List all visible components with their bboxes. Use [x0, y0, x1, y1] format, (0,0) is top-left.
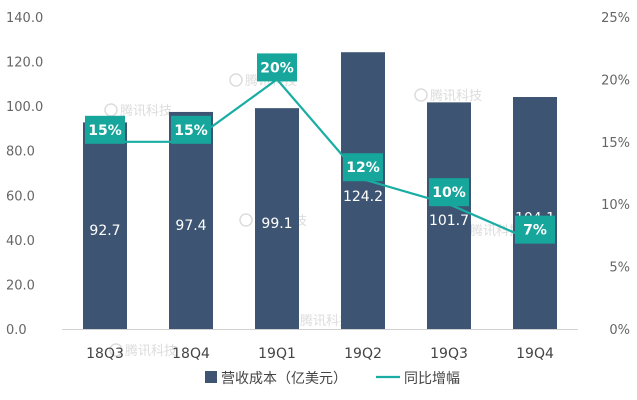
y-axis-left: 0.0 20.0 40.0 60.0 80.0 100.0 120.0 140.0	[6, 11, 43, 338]
line-data-label-text: 10%	[432, 185, 466, 201]
bar	[341, 52, 385, 330]
y-left-tick-label: 40.0	[6, 234, 35, 249]
x-tick-label: 19Q4	[516, 346, 554, 362]
line-data-label-text: 12%	[346, 160, 380, 176]
tencent-logo-icon	[104, 103, 118, 117]
bar-data-label: 92.7	[89, 223, 120, 239]
line-data-label-box	[171, 115, 211, 144]
line-data-label: 7%	[515, 215, 555, 244]
line-data-label-text: 15%	[174, 123, 208, 139]
y-left-tick-label: 100.0	[6, 100, 43, 115]
y-axis-right: 0% 5% 10% 15% 20% 25%	[601, 11, 630, 338]
line-data-label-text: 15%	[88, 123, 122, 139]
bar	[83, 122, 127, 329]
tencent-logo-icon	[239, 213, 253, 227]
y-right-tick-label: 15%	[601, 136, 630, 151]
line-data-label-box	[429, 178, 469, 207]
line-data-label-box	[85, 115, 125, 144]
legend: 营收成本（亿美元） 同比增幅	[205, 371, 460, 387]
watermark: 腾讯科技	[109, 343, 177, 359]
watermark-text: 腾讯科技	[125, 343, 177, 359]
line-data-label: 15%	[171, 115, 211, 144]
y-right-tick-label: 10%	[601, 198, 630, 213]
y-left-tick-label: 140.0	[6, 11, 43, 26]
x-tick-label: 19Q3	[430, 346, 468, 362]
bar-series	[83, 52, 557, 330]
x-axis: 18Q3 18Q4 19Q1 19Q2 19Q3 19Q4	[86, 346, 554, 362]
line-data-label-box	[257, 53, 297, 82]
y-left-tick-label: 20.0	[6, 278, 35, 293]
line-data-label: 10%	[429, 178, 469, 207]
watermark-text: 腾讯科技	[430, 88, 482, 104]
line-data-label-text: 20%	[260, 60, 294, 76]
x-tick-label: 19Q2	[344, 346, 382, 362]
bar	[255, 108, 299, 329]
line-data-labels: 15% 15% 20% 12% 10% 7%	[85, 53, 555, 244]
line-data-label: 15%	[85, 115, 125, 144]
watermark-text: 腾讯科技	[300, 313, 352, 329]
bar	[513, 97, 557, 330]
y-left-tick-label: 80.0	[6, 145, 35, 160]
y-left-tick-label: 0.0	[6, 323, 27, 338]
x-tick-label: 18Q3	[86, 346, 124, 362]
y-right-tick-label: 0%	[609, 323, 630, 338]
line-data-label-box	[515, 215, 555, 244]
line-data-label-box	[343, 153, 383, 182]
y-right-tick-label: 20%	[601, 73, 630, 88]
bar-data-label: 124.2	[343, 189, 383, 205]
line-data-label: 12%	[343, 153, 383, 182]
legend-label-bar: 营收成本（亿美元）	[221, 371, 347, 387]
y-left-tick-label: 120.0	[6, 56, 43, 71]
line-data-label-text: 7%	[523, 223, 547, 239]
x-tick-label: 19Q1	[258, 346, 296, 362]
tencent-logo-icon	[229, 73, 243, 87]
bar	[427, 102, 471, 330]
watermark: 腾讯科技	[414, 88, 482, 104]
y-right-tick-label: 5%	[609, 261, 630, 276]
line-data-label: 20%	[257, 53, 297, 82]
bar-data-label: 101.7	[429, 213, 469, 229]
tencent-logo-icon	[414, 88, 428, 102]
watermark-text: 腾讯科技	[470, 223, 522, 239]
legend-swatch-bar	[205, 371, 217, 383]
y-right-tick-label: 25%	[601, 11, 630, 26]
x-tick-label: 18Q4	[172, 346, 210, 362]
legend-label-line: 同比增幅	[404, 371, 460, 387]
bar-data-label: 97.4	[175, 218, 206, 234]
bar	[169, 111, 213, 330]
y-left-tick-label: 60.0	[6, 189, 35, 204]
bar-data-label: 99.1	[261, 216, 292, 232]
watermark-text: 腾讯科技	[120, 103, 172, 119]
tencent-logo-icon	[109, 343, 123, 357]
